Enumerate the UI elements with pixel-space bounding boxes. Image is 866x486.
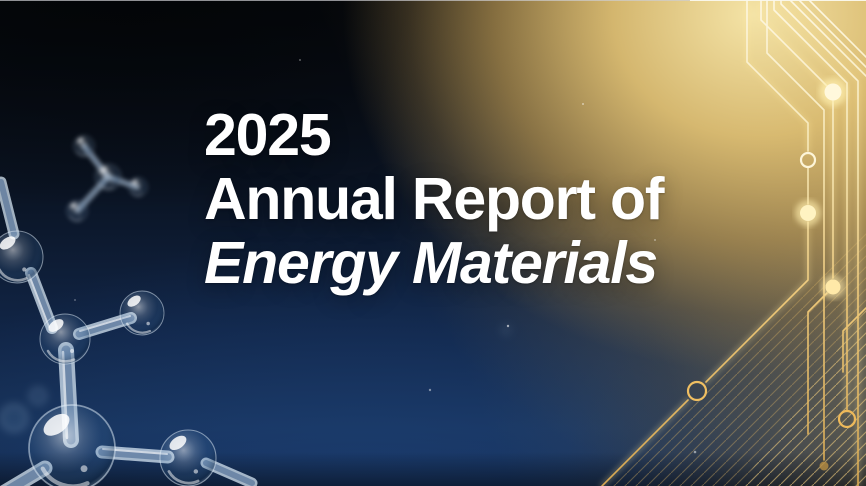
bokeh-spheres-graphic <box>0 324 512 432</box>
title-line-subject: Energy Materials <box>204 230 658 296</box>
dust-specks-graphic <box>74 59 697 454</box>
gold-circuit-traces-graphic <box>599 0 866 486</box>
circuit-node-filled <box>800 205 816 221</box>
circuit-node-hollow <box>799 151 817 169</box>
circuit-nodes <box>686 78 857 471</box>
circuit-node-filled <box>825 279 841 295</box>
title-line-report: Annual Report of <box>204 166 665 232</box>
glass-molecule-3d-graphic <box>0 176 258 486</box>
circuit-node-hollow <box>686 380 708 402</box>
title-year: 2025 <box>204 102 332 168</box>
circuit-node-hollow <box>837 409 857 429</box>
molecule-atoms <box>0 229 218 486</box>
circuit-lines <box>601 0 866 486</box>
circuit-node-filled <box>824 83 842 101</box>
top-edge-line <box>0 0 866 1</box>
molecule-bonds <box>0 176 258 486</box>
cover-title: 2025 Annual Report of Energy Materials <box>204 102 665 296</box>
blurred-molecule-graphic <box>65 134 148 223</box>
circuit-node-small <box>819 461 829 471</box>
